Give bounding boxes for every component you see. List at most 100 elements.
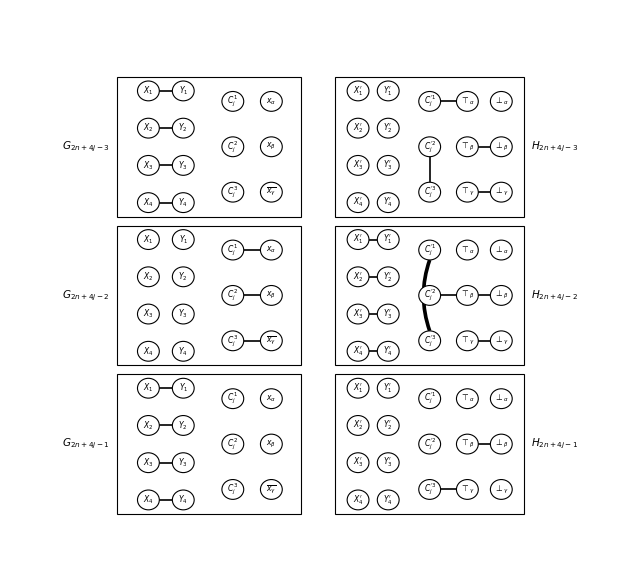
Text: $Y_3$: $Y_3$ [179,308,188,321]
Text: $X_3'$: $X_3'$ [353,307,364,321]
Text: $C_j^3$: $C_j^3$ [227,481,238,497]
Circle shape [456,331,478,351]
Text: $Y_3'$: $Y_3'$ [383,159,393,172]
Text: $Y_2'$: $Y_2'$ [383,419,393,432]
Circle shape [347,267,369,287]
Circle shape [378,192,399,212]
Text: $Y_1'$: $Y_1'$ [383,381,393,395]
Circle shape [490,480,512,500]
Circle shape [138,378,159,398]
Circle shape [490,285,512,305]
Circle shape [222,137,244,157]
Text: $C_j^{'3}$: $C_j^{'3}$ [424,333,436,349]
Circle shape [419,434,440,454]
Circle shape [172,304,194,324]
Text: $C_j^{'1}$: $C_j^{'1}$ [424,94,436,109]
Circle shape [347,490,369,510]
Circle shape [378,267,399,287]
Circle shape [347,230,369,249]
Text: $X_4'$: $X_4'$ [353,196,364,209]
Circle shape [260,240,282,260]
Text: $\top_{\beta}$: $\top_{\beta}$ [460,438,475,450]
Circle shape [138,342,159,361]
Text: $Y_1$: $Y_1$ [179,85,188,97]
Text: $X_2$: $X_2$ [143,122,154,135]
Text: $\bot_{\alpha}$: $\bot_{\alpha}$ [493,245,509,256]
Text: $C_j^2$: $C_j^2$ [227,436,238,452]
Text: $\bot_{\gamma}$: $\bot_{\gamma}$ [493,186,509,198]
Text: $X_3'$: $X_3'$ [353,159,364,172]
Text: $Y_1$: $Y_1$ [179,233,188,246]
Circle shape [172,81,194,101]
Circle shape [419,331,440,351]
Circle shape [172,490,194,510]
Text: $Y_4$: $Y_4$ [179,197,188,209]
Circle shape [490,183,512,202]
Text: $\bot_{\beta}$: $\bot_{\beta}$ [494,141,509,153]
Text: $X_4'$: $X_4'$ [353,493,364,507]
Text: $X_1$: $X_1$ [143,382,154,394]
Circle shape [222,285,244,305]
Text: $X_2$: $X_2$ [143,270,154,283]
Circle shape [419,91,440,111]
Text: $C_j^{'2}$: $C_j^{'2}$ [424,139,436,154]
Circle shape [419,389,440,408]
Text: $Y_2$: $Y_2$ [179,270,188,283]
Text: $C_j^3$: $C_j^3$ [227,333,238,349]
Circle shape [172,192,194,212]
Text: $X_1'$: $X_1'$ [353,233,364,246]
Circle shape [456,480,478,500]
Text: $X_4$: $X_4$ [143,345,154,357]
Circle shape [172,453,194,473]
Circle shape [347,118,369,138]
Circle shape [347,342,369,361]
Text: $\bot_{\gamma}$: $\bot_{\gamma}$ [493,335,509,347]
Circle shape [138,415,159,435]
Text: $Y_3'$: $Y_3'$ [383,456,393,469]
Text: $\bot_{\alpha}$: $\bot_{\alpha}$ [493,95,509,107]
Text: $C_j^{'3}$: $C_j^{'3}$ [424,184,436,200]
Circle shape [172,156,194,176]
Circle shape [490,434,512,454]
Text: $X_4'$: $X_4'$ [353,345,364,358]
Circle shape [378,118,399,138]
Text: $Y_1$: $Y_1$ [179,382,188,394]
Circle shape [222,434,244,454]
Bar [335,374,524,514]
Circle shape [456,240,478,260]
Text: $C_j^2$: $C_j^2$ [227,139,238,154]
Text: $C_j^1$: $C_j^1$ [227,242,238,258]
Circle shape [419,137,440,157]
Text: $C_j^3$: $C_j^3$ [227,184,238,200]
Bar [335,226,524,365]
Text: $x_{\alpha}$: $x_{\alpha}$ [266,96,276,106]
Circle shape [490,240,512,260]
Circle shape [138,192,159,212]
Text: $G_{2n+4j-2}$: $G_{2n+4j-2}$ [62,288,110,302]
Bar [117,77,301,216]
Text: $\top_{\beta}$: $\top_{\beta}$ [460,141,475,153]
Circle shape [260,331,282,351]
Text: $\top_{\alpha}$: $\top_{\alpha}$ [460,245,475,256]
Text: $X_2'$: $X_2'$ [353,419,364,432]
Circle shape [347,156,369,176]
Text: $C_j^1$: $C_j^1$ [227,94,238,109]
Circle shape [172,415,194,435]
Text: $Y_4'$: $Y_4'$ [383,493,393,507]
Text: $x_{\beta}$: $x_{\beta}$ [266,141,276,152]
Text: $Y_4$: $Y_4$ [179,494,188,506]
Text: $Y_4'$: $Y_4'$ [383,345,393,358]
Circle shape [490,389,512,408]
Circle shape [419,285,440,305]
Circle shape [490,331,512,351]
Circle shape [378,304,399,324]
Circle shape [456,285,478,305]
Text: $G_{2n+4j-3}$: $G_{2n+4j-3}$ [62,140,110,154]
Text: $X_2'$: $X_2'$ [353,270,364,284]
Circle shape [172,118,194,138]
Text: $x_{\beta}$: $x_{\beta}$ [266,290,276,301]
Text: $C_j^{'2}$: $C_j^{'2}$ [424,436,436,452]
Text: $Y_3$: $Y_3$ [179,159,188,171]
Circle shape [378,490,399,510]
Circle shape [138,118,159,138]
